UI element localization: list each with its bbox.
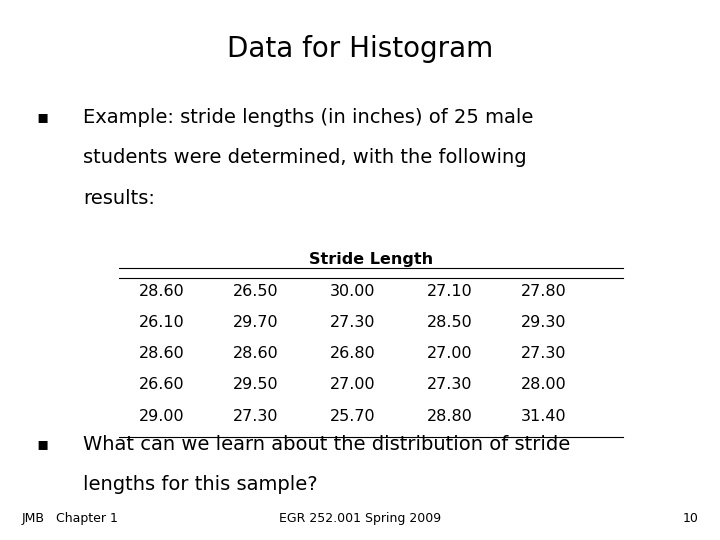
Text: 26.10: 26.10 [139, 315, 185, 330]
Text: 27.30: 27.30 [330, 315, 376, 330]
Text: 26.80: 26.80 [330, 346, 376, 361]
Text: 10: 10 [683, 512, 698, 525]
Text: 27.00: 27.00 [427, 346, 473, 361]
Text: 28.80: 28.80 [427, 409, 473, 424]
Text: 27.10: 27.10 [427, 284, 473, 299]
Text: Stride Length: Stride Length [309, 252, 433, 267]
Text: 25.70: 25.70 [330, 409, 376, 424]
Text: 26.50: 26.50 [233, 284, 279, 299]
Text: 27.30: 27.30 [233, 409, 279, 424]
Text: 27.30: 27.30 [427, 377, 473, 393]
Text: 28.60: 28.60 [139, 346, 185, 361]
Text: EGR 252.001 Spring 2009: EGR 252.001 Spring 2009 [279, 512, 441, 525]
Text: students were determined, with the following: students were determined, with the follo… [83, 148, 526, 167]
Text: 31.40: 31.40 [521, 409, 567, 424]
Text: What can we learn about the distribution of stride: What can we learn about the distribution… [83, 435, 570, 454]
Text: 29.00: 29.00 [139, 409, 185, 424]
Text: 28.00: 28.00 [521, 377, 567, 393]
Text: 27.30: 27.30 [521, 346, 567, 361]
Text: 29.50: 29.50 [233, 377, 279, 393]
Text: 27.00: 27.00 [330, 377, 376, 393]
Text: 28.60: 28.60 [233, 346, 279, 361]
Text: 28.60: 28.60 [139, 284, 185, 299]
Text: results:: results: [83, 189, 155, 208]
Text: ▪: ▪ [36, 435, 48, 453]
Text: 27.80: 27.80 [521, 284, 567, 299]
Text: Example: stride lengths (in inches) of 25 male: Example: stride lengths (in inches) of 2… [83, 108, 534, 127]
Text: 29.70: 29.70 [233, 315, 279, 330]
Text: 29.30: 29.30 [521, 315, 567, 330]
Text: 30.00: 30.00 [330, 284, 376, 299]
Text: 28.50: 28.50 [427, 315, 473, 330]
Text: 26.60: 26.60 [139, 377, 185, 393]
Text: JMB   Chapter 1: JMB Chapter 1 [22, 512, 119, 525]
Text: lengths for this sample?: lengths for this sample? [83, 475, 318, 494]
Text: ▪: ▪ [36, 108, 48, 126]
Text: Data for Histogram: Data for Histogram [227, 35, 493, 63]
